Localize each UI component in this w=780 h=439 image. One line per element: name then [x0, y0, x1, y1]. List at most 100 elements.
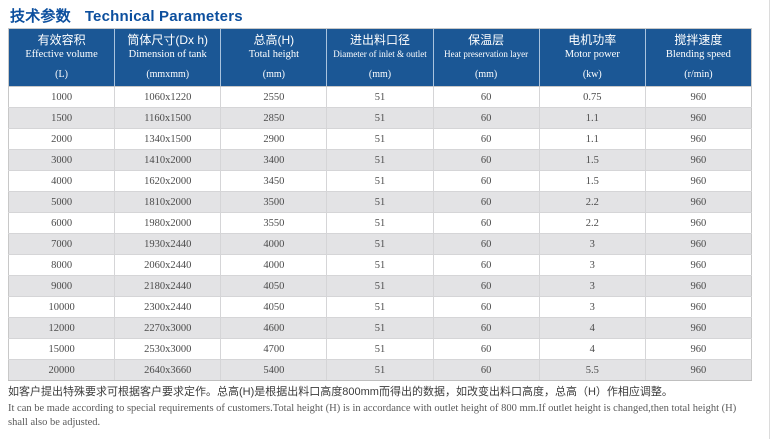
table-cell: 60 [432, 233, 540, 255]
header-row: 有效容积 Effective volume (L) 筒体尺寸(Dx h) Dim… [7, 28, 753, 87]
table-cell: 60 [432, 128, 540, 150]
header-total-height: 总高(H) Total height (mm) [220, 28, 327, 87]
table-cell: 960 [644, 170, 753, 192]
header-cn-label: 总高(H) [253, 33, 295, 47]
table-cell: 51 [326, 359, 434, 381]
table-cell: 4 [538, 317, 646, 339]
table-cell: 960 [644, 275, 753, 297]
table-cell: 1000 [7, 86, 116, 108]
table-cell: 3450 [220, 170, 328, 192]
table-cell: 51 [326, 107, 434, 129]
table-row: 4000 1620x2000 3450 51 60 1.5 960 [7, 170, 753, 192]
table-cell: 3400 [220, 149, 328, 171]
table-cell: 51 [326, 86, 434, 108]
header-cn-label: 电机功率 [568, 33, 617, 47]
table-cell: 60 [432, 338, 540, 360]
table-body: 1000 1060x1220 2550 51 60 0.75 960 1500 1160x150… [7, 86, 753, 381]
table-cell: 60 [432, 359, 540, 381]
table-cell: 8000 [7, 254, 116, 276]
header-heat-preservation-layer: 保温层 Heat preservation layer (mm) [432, 28, 540, 87]
table-cell: 960 [644, 212, 753, 234]
header-effective-volume: 有效容积 Effective volume (L) [7, 28, 115, 87]
header-en-label: Diameter of inlet & outlet [333, 49, 427, 59]
header-cn-label: 筒体尺寸(Dx h) [127, 33, 209, 47]
header-dimension-of-tank: 筒体尺寸(Dx h) Dimension of tank (mmxmm) [114, 28, 221, 87]
table-cell: 2550 [220, 86, 328, 108]
table-cell: 60 [432, 170, 540, 192]
header-motor-power: 电机功率 Motor power (kw) [538, 28, 646, 87]
table-cell: 2000 [7, 128, 116, 150]
page-edge-line [769, 0, 770, 439]
table-cell: 1.5 [538, 149, 646, 171]
table-cell: 0.75 [538, 86, 646, 108]
table-cell: 1620x2000 [114, 170, 222, 192]
table-cell: 12000 [7, 317, 116, 339]
table-cell: 51 [326, 275, 434, 297]
table-cell: 7000 [7, 233, 116, 255]
table-cell: 3 [538, 296, 646, 318]
table-cell: 2900 [220, 128, 328, 150]
table-row: 2000 1340x1500 2900 51 60 1.1 960 [7, 128, 753, 150]
table-cell: 960 [644, 296, 753, 318]
table-row: 9000 2180x2440 4050 51 60 3 960 [7, 275, 753, 297]
table-cell: 51 [326, 128, 434, 150]
table-cell: 2270x3000 [114, 317, 222, 339]
table-cell: 4700 [220, 338, 328, 360]
table-cell: 2.2 [538, 191, 646, 213]
table-cell: 960 [644, 128, 753, 150]
note-english: It can be made according to special requ… [8, 403, 737, 428]
table-cell: 51 [326, 212, 434, 234]
header-unit-label: (mm) [262, 69, 285, 80]
table-cell: 10000 [7, 296, 116, 318]
header-blending-speed: 搅拌速度 Blending speed (r/min) [644, 28, 753, 87]
page-title-cn: 技术参数 [10, 8, 71, 25]
table-cell: 4 [538, 338, 646, 360]
header-cn-label: 进出料口径 [349, 33, 410, 47]
table-cell: 4000 [7, 170, 116, 192]
table-cell: 4050 [220, 275, 328, 297]
table-cell: 60 [432, 275, 540, 297]
table-cell: 60 [432, 149, 540, 171]
table-cell: 3 [538, 254, 646, 276]
table-cell: 960 [644, 191, 753, 213]
table-row: 8000 2060x2440 4000 51 60 3 960 [7, 254, 753, 276]
table-cell: 15000 [7, 338, 116, 360]
technical-parameters-table: 有效容积 Effective volume (L) 筒体尺寸(Dx h) Dim… [7, 28, 753, 381]
header-en-label: Effective volume [25, 49, 98, 60]
table-cell: 51 [326, 149, 434, 171]
header-unit-label: (L) [55, 69, 68, 80]
table-cell: 4000 [220, 233, 328, 255]
page-title-en: Technical Parameters [84, 8, 243, 25]
table-cell: 51 [326, 170, 434, 192]
table-cell: 960 [644, 107, 753, 129]
table-cell: 3 [538, 275, 646, 297]
table-cell: 2180x2440 [114, 275, 222, 297]
table-cell: 60 [432, 86, 540, 108]
table-cell: 1810x2000 [114, 191, 222, 213]
table-row: 5000 1810x2000 3500 51 60 2.2 960 [7, 191, 753, 213]
table-cell: 2300x2440 [114, 296, 222, 318]
footer-notes: 如客户提出特殊要求可根据客户要求定作。总高(H)是根据出料口高度800mm而得出… [8, 385, 756, 430]
header-cn-label: 搅拌速度 [674, 33, 723, 47]
table-cell: 1.1 [538, 128, 646, 150]
table-cell: 9000 [7, 275, 116, 297]
table-cell: 51 [326, 296, 434, 318]
table-row: 1500 1160x1500 2850 51 60 1.1 960 [7, 107, 753, 129]
table-cell: 60 [432, 191, 540, 213]
table-row: 15000 2530x3000 4700 51 60 4 960 [7, 338, 753, 360]
header-cn-label: 有效容积 [37, 33, 86, 47]
table-cell: 960 [644, 149, 753, 171]
table-cell: 51 [326, 317, 434, 339]
page-title: 技术参数 Technical Parameters [10, 5, 243, 26]
table-cell: 960 [644, 86, 753, 108]
header-unit-label: (mm) [475, 69, 498, 80]
header-en-label: Motor power [564, 49, 620, 60]
table-cell: 1410x2000 [114, 149, 222, 171]
table-row: 1000 1060x1220 2550 51 60 0.75 960 [7, 86, 753, 108]
table-cell: 1930x2440 [114, 233, 222, 255]
table-cell: 1340x1500 [114, 128, 222, 150]
table-cell: 51 [326, 191, 434, 213]
table-cell: 1500 [7, 107, 116, 129]
table-cell: 5.5 [538, 359, 646, 381]
table-cell: 60 [432, 317, 540, 339]
